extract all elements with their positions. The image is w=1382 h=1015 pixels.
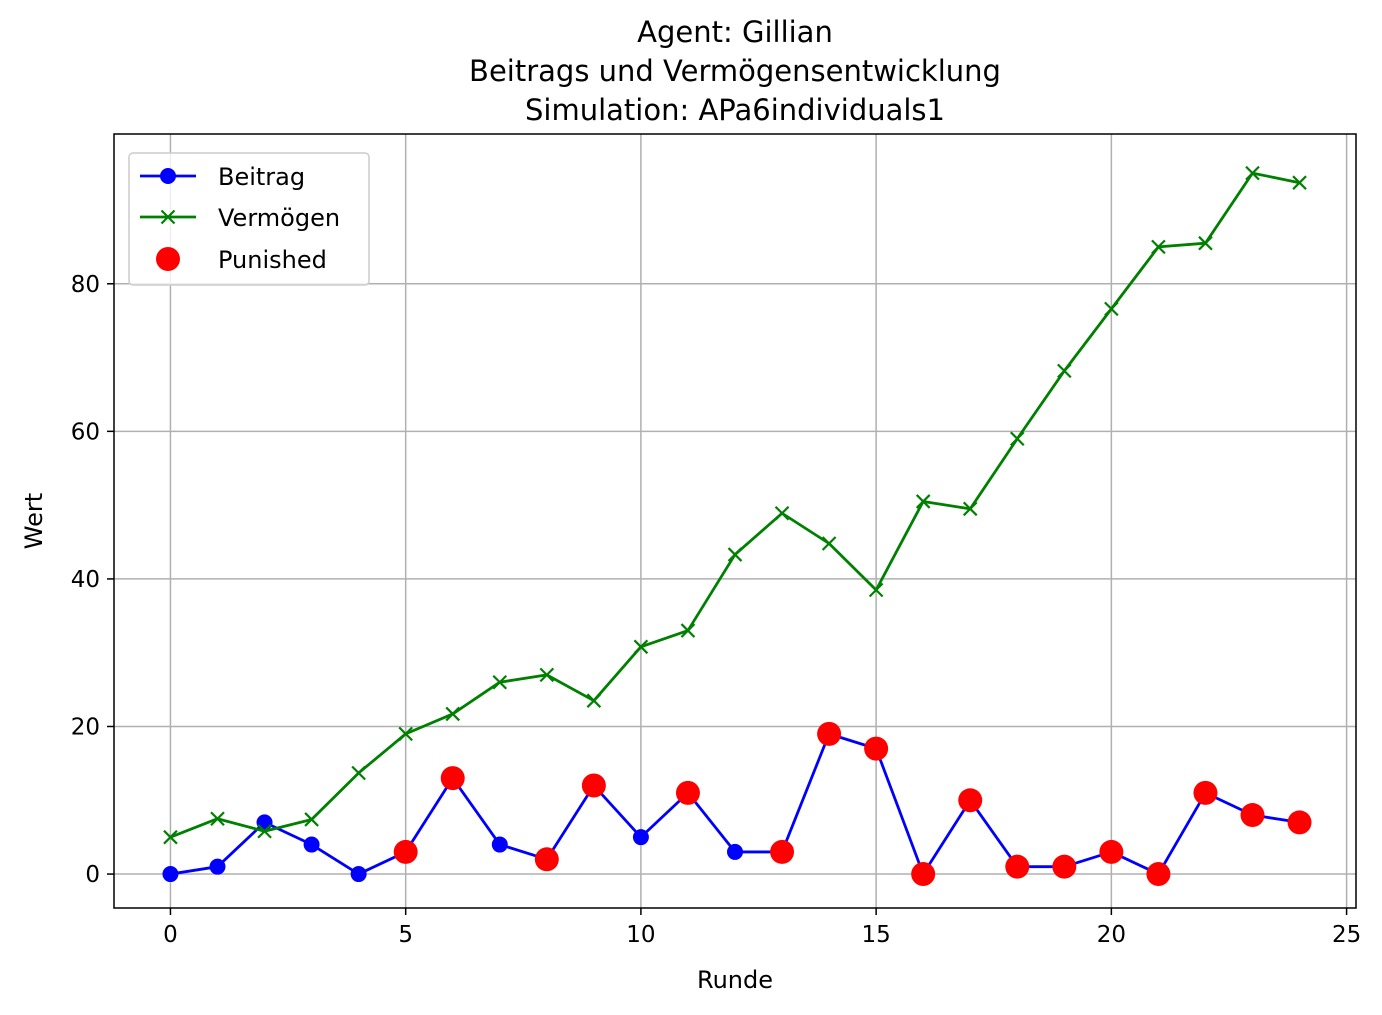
point-vermoegen xyxy=(1058,364,1071,377)
point-beitrag xyxy=(492,837,508,853)
legend-label-beitrag: Beitrag xyxy=(218,163,305,191)
point-punished xyxy=(1288,810,1312,834)
y-tick-label: 20 xyxy=(71,714,100,740)
point-punished xyxy=(911,862,935,886)
chart-title-line-1: Agent: Gillian xyxy=(637,15,833,49)
legend-label-punished: Punished xyxy=(218,246,327,274)
legend-label-vermoegen: Vermögen xyxy=(218,204,340,232)
legend-marker-punished xyxy=(156,247,180,271)
point-vermoegen xyxy=(823,537,836,550)
y-tick-label: 40 xyxy=(71,567,100,593)
x-tick-label: 0 xyxy=(163,922,178,948)
point-beitrag xyxy=(727,844,743,860)
x-tick-label: 25 xyxy=(1332,922,1361,948)
chart-title-line-2: Beitrags und Vermögensentwicklung xyxy=(469,54,1001,88)
point-punished xyxy=(582,774,606,798)
point-beitrag xyxy=(210,859,226,875)
y-tick-label: 0 xyxy=(85,862,100,888)
chart-title-line-3: Simulation: APa6individuals1 xyxy=(525,93,945,127)
point-beitrag xyxy=(633,829,649,845)
point-punished xyxy=(394,840,418,864)
x-tick-label: 15 xyxy=(861,922,890,948)
x-axis-label: Runde xyxy=(697,966,773,994)
x-tick-label: 20 xyxy=(1097,922,1126,948)
y-axis-label: Wert xyxy=(20,493,48,549)
y-tick-label: 80 xyxy=(71,272,100,298)
point-vermoegen xyxy=(776,507,789,520)
point-punished xyxy=(1099,840,1123,864)
point-vermoegen xyxy=(681,624,694,637)
point-punished xyxy=(676,781,700,805)
axis-ticks: 0 5 10 15 20 25 0 20 40 60 80 xyxy=(71,272,1362,948)
x-tick-label: 10 xyxy=(626,922,655,948)
point-punished xyxy=(1052,855,1076,879)
point-beitrag xyxy=(257,814,273,830)
point-punished xyxy=(958,788,982,812)
point-punished xyxy=(817,722,841,746)
legend-marker-beitrag xyxy=(160,168,176,184)
point-vermoegen xyxy=(729,548,742,561)
point-punished xyxy=(1146,862,1170,886)
point-punished xyxy=(1241,803,1265,827)
point-vermoegen xyxy=(587,694,600,707)
point-punished xyxy=(1193,781,1217,805)
y-tick-label: 60 xyxy=(71,419,100,445)
point-beitrag xyxy=(162,866,178,882)
point-vermoegen xyxy=(1011,432,1024,445)
legend: Beitrag Vermögen Punished xyxy=(129,153,369,285)
point-beitrag xyxy=(351,866,367,882)
point-beitrag xyxy=(304,837,320,853)
x-tick-label: 5 xyxy=(398,922,413,948)
point-vermoegen xyxy=(446,707,459,720)
point-vermoegen xyxy=(352,766,365,779)
point-punished xyxy=(535,847,559,871)
point-punished xyxy=(1005,855,1029,879)
point-punished xyxy=(770,840,794,864)
point-punished xyxy=(441,766,465,790)
point-punished xyxy=(864,737,888,761)
